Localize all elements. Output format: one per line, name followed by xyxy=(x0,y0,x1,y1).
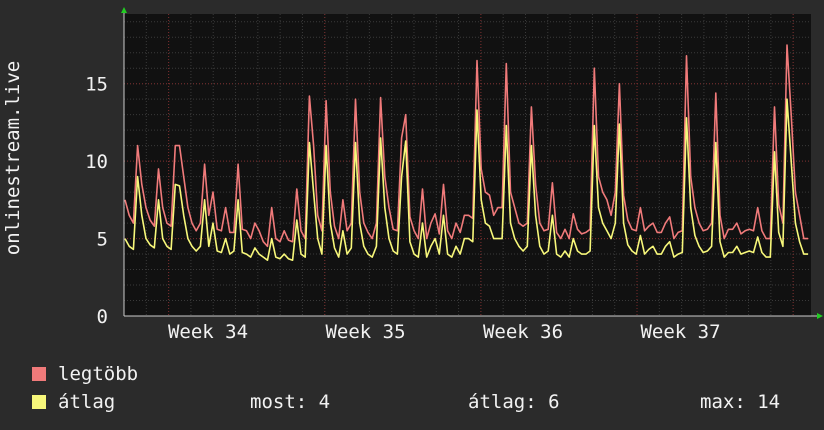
series-line-max xyxy=(124,44,808,248)
y-tick-labels: 0 5 10 15 xyxy=(85,74,108,328)
stat-max: max: 14 xyxy=(700,391,781,413)
legend-avg: átlag xyxy=(32,391,116,413)
x-tick-label: Week 34 xyxy=(168,321,248,343)
y-axis-label: onlinestream.live xyxy=(2,0,24,316)
plot-background xyxy=(124,14,811,316)
x-tick-label: Week 36 xyxy=(483,321,563,343)
axes xyxy=(121,7,823,319)
legend-max-swatch xyxy=(32,367,46,381)
y-tick-label: 10 xyxy=(85,151,108,173)
x-tick-label: Week 35 xyxy=(325,321,405,343)
y-axis-label-text: onlinestream.live xyxy=(2,60,24,256)
stat-now: most: 4 xyxy=(250,391,331,413)
legend-avg-label: átlag xyxy=(58,391,116,413)
x-tick-labels: Week 34 Week 35 Week 36 Week 37 xyxy=(168,321,721,343)
legend-avg-swatch xyxy=(32,395,46,409)
y-tick-label: 0 xyxy=(97,306,108,328)
series-lines xyxy=(124,44,808,262)
y-axis-arrow xyxy=(121,7,127,13)
legend-max: legtöbb xyxy=(32,363,139,385)
y-tick-label: 15 xyxy=(85,74,108,96)
x-tick-label: Week 37 xyxy=(640,321,720,343)
series-line-avg xyxy=(124,98,808,262)
x-axis-arrow xyxy=(817,313,823,319)
stat-avg: átlag: 6 xyxy=(468,391,560,413)
y-tick-label: 5 xyxy=(97,229,108,251)
legend-max-label: legtöbb xyxy=(58,363,139,385)
